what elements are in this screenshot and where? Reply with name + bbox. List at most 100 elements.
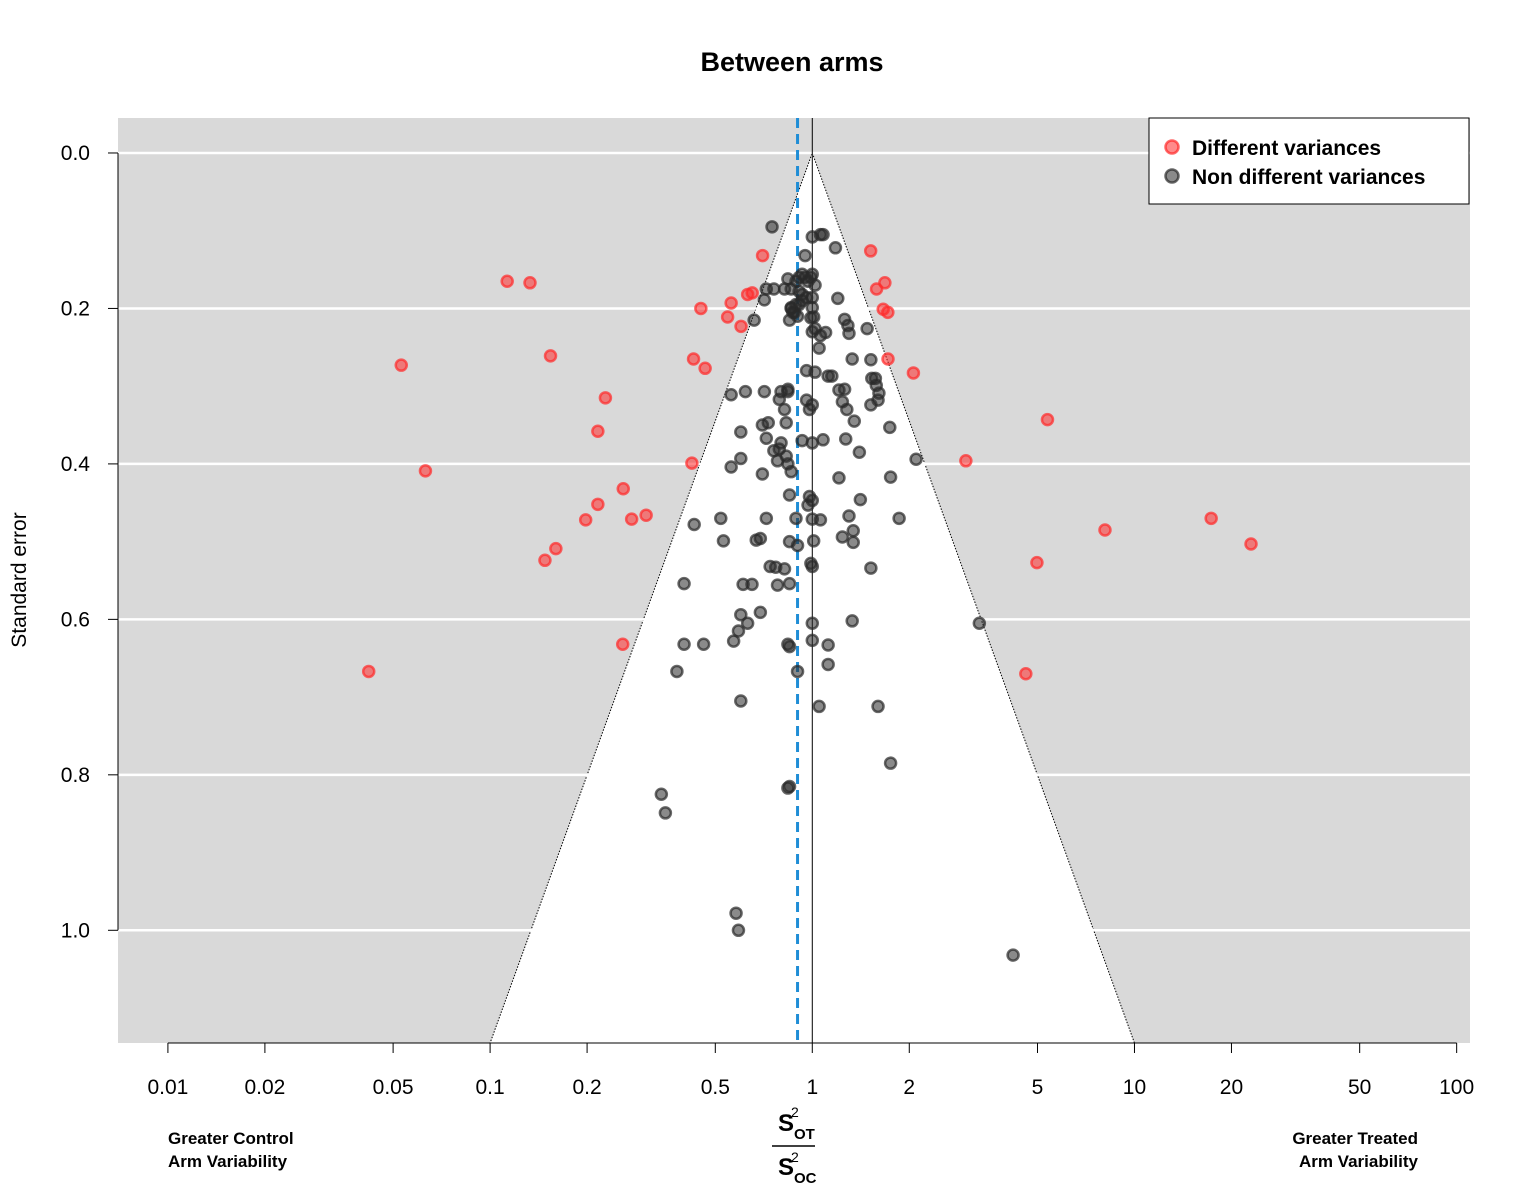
point-different-10 bbox=[624, 512, 639, 526]
x-label-numerator-sup: 2 bbox=[791, 1104, 799, 1120]
point-non-different-121 bbox=[805, 559, 820, 574]
point-non-different-92 bbox=[724, 460, 738, 474]
point-different-28 bbox=[878, 276, 892, 290]
point-different-30 bbox=[881, 305, 895, 320]
point-different-3 bbox=[543, 349, 558, 363]
point-different-2 bbox=[394, 358, 409, 372]
point-non-different-91 bbox=[734, 451, 748, 466]
point-non-different-147 bbox=[670, 664, 684, 679]
point-non-different-77 bbox=[734, 425, 748, 439]
point-non-different-74 bbox=[847, 414, 862, 428]
point-non-different-114 bbox=[842, 509, 856, 523]
point-different-8 bbox=[591, 497, 605, 512]
point-non-different-73 bbox=[840, 402, 854, 417]
point-non-different-154 bbox=[781, 781, 795, 795]
point-non-different-3 bbox=[816, 227, 830, 242]
point-non-different-156 bbox=[658, 806, 673, 820]
legend-marker-different bbox=[1164, 139, 1180, 155]
point-non-different-89 bbox=[838, 432, 853, 446]
point-non-different-65 bbox=[772, 392, 787, 407]
point-non-different-137 bbox=[677, 637, 691, 651]
data-points bbox=[361, 220, 1258, 962]
point-non-different-95 bbox=[784, 464, 798, 479]
point-different-33 bbox=[959, 454, 973, 468]
point-different-5 bbox=[591, 424, 605, 439]
point-non-different-52 bbox=[825, 369, 839, 383]
point-different-36 bbox=[1098, 523, 1112, 537]
point-different-9 bbox=[578, 513, 593, 527]
point-different-0 bbox=[500, 274, 514, 288]
point-non-different-141 bbox=[805, 616, 820, 631]
point-non-different-112 bbox=[813, 513, 828, 527]
point-non-different-110 bbox=[789, 511, 803, 526]
point-different-39 bbox=[1019, 667, 1033, 681]
point-non-different-157 bbox=[729, 906, 743, 920]
left-side-label-line1: Greater Control bbox=[168, 1129, 294, 1148]
point-non-different-113 bbox=[835, 530, 850, 544]
point-different-31 bbox=[881, 352, 895, 366]
point-non-different-96 bbox=[782, 488, 797, 502]
x-tick-label-7: 2 bbox=[903, 1076, 915, 1099]
legend: Different variances Non different varian… bbox=[1148, 117, 1470, 205]
x-label-denominator-sup: 2 bbox=[791, 1149, 799, 1165]
point-non-different-128 bbox=[745, 577, 759, 592]
point-non-different-66 bbox=[777, 402, 792, 417]
point-non-different-60 bbox=[724, 387, 738, 402]
point-non-different-0 bbox=[765, 220, 779, 234]
y-axis-label: Standard error bbox=[8, 512, 31, 647]
point-non-different-93 bbox=[755, 467, 770, 481]
point-non-different-138 bbox=[696, 637, 711, 651]
x-tick-label-0: 0.01 bbox=[147, 1076, 188, 1099]
point-non-different-108 bbox=[753, 531, 768, 546]
point-non-different-36 bbox=[747, 313, 761, 327]
point-different-34 bbox=[1040, 412, 1055, 427]
point-different-19 bbox=[694, 301, 708, 316]
x-tick-label-9: 10 bbox=[1123, 1076, 1146, 1099]
point-non-different-39 bbox=[812, 341, 826, 355]
point-different-21 bbox=[720, 310, 735, 324]
point-non-different-134 bbox=[740, 616, 755, 631]
point-different-24 bbox=[745, 286, 759, 300]
point-non-different-50 bbox=[808, 365, 822, 379]
point-non-different-42 bbox=[831, 291, 845, 306]
point-different-22 bbox=[734, 319, 748, 334]
x-label-numerator: SOT bbox=[778, 1110, 815, 1143]
point-different-35 bbox=[1030, 555, 1044, 570]
x-tick-label-12: 100 bbox=[1439, 1076, 1474, 1099]
y-axis: 0.0 0.2 0.4 0.6 0.8 1.0 bbox=[61, 142, 119, 942]
y-tick-label-4: 0.8 bbox=[61, 764, 90, 787]
point-non-different-79 bbox=[761, 415, 775, 430]
point-non-different-62 bbox=[757, 384, 772, 399]
point-different-38 bbox=[1244, 537, 1258, 551]
point-non-different-136 bbox=[731, 624, 746, 638]
point-non-different-148 bbox=[790, 664, 805, 679]
x-tick-label-11: 50 bbox=[1348, 1076, 1371, 1099]
point-non-different-152 bbox=[883, 756, 898, 770]
point-non-different-41 bbox=[818, 325, 833, 340]
x-tick-label-6: 1 bbox=[806, 1076, 818, 1099]
point-non-different-75 bbox=[864, 398, 878, 412]
point-non-different-35 bbox=[757, 293, 772, 307]
x-tick-label-5: 0.5 bbox=[701, 1076, 730, 1099]
point-different-15 bbox=[361, 664, 376, 679]
point-non-different-85 bbox=[767, 443, 781, 458]
x-axis-label: SOT 2 SOC 2 bbox=[772, 1104, 817, 1187]
point-non-different-151 bbox=[871, 699, 885, 714]
x-label-denominator: SOC bbox=[778, 1154, 817, 1187]
point-different-32 bbox=[906, 366, 921, 380]
point-non-different-22 bbox=[759, 282, 774, 296]
y-tick-label-5: 1.0 bbox=[61, 919, 90, 942]
point-non-different-16 bbox=[808, 278, 822, 292]
point-non-different-140 bbox=[782, 639, 797, 654]
point-non-different-88 bbox=[816, 433, 830, 447]
x-tick-label-10: 20 bbox=[1220, 1076, 1243, 1099]
point-non-different-146 bbox=[972, 616, 987, 631]
point-non-different-105 bbox=[714, 511, 728, 526]
point-non-different-144 bbox=[821, 657, 835, 672]
point-non-different-159 bbox=[1006, 948, 1020, 962]
point-non-different-133 bbox=[677, 576, 691, 591]
point-different-26 bbox=[863, 244, 878, 258]
point-non-different-109 bbox=[759, 511, 774, 526]
y-tick-label-3: 0.6 bbox=[61, 608, 90, 631]
